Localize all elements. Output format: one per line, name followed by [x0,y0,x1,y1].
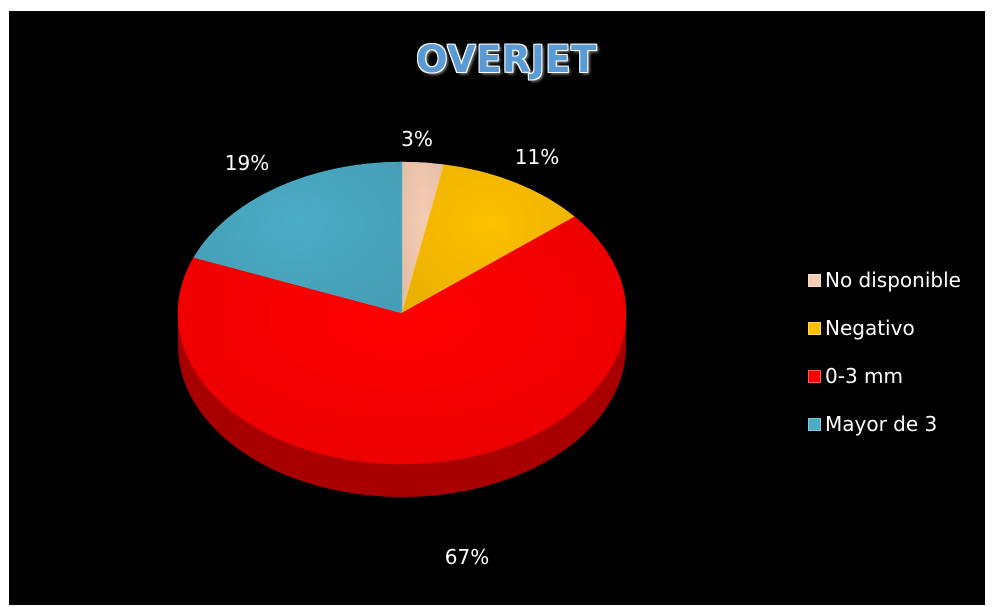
legend-label-negativo: Negativo [825,316,915,340]
legend-label-mayor-de-3: Mayor de 3 [825,412,938,436]
legend-swatch-negativo [808,321,821,335]
pie-slice-mayor-de-3 [193,161,403,314]
legend-swatch-0-3-mm [808,369,821,383]
legend-item-negativo: Negativo [808,316,915,340]
data-label-0-3-mm: 67% [444,545,490,569]
legend-label-0-3-mm: 0-3 mm [825,364,903,388]
legend-item-mayor-de-3: Mayor de 3 [808,412,937,436]
chart-title: OVERJET [416,38,597,81]
legend-label-no-disponible: No disponible [825,268,961,292]
data-label-no-disponible: 3% [401,127,433,151]
legend-swatch-mayor-de-3 [808,417,821,431]
pie-slice-0-3-mm [177,216,627,465]
data-label-negativo: 11% [514,145,560,169]
data-label-mayor-de-3: 19% [224,151,270,175]
legend-item-0-3-mm: 0-3 mm [808,364,903,388]
pie-side-0-3-mm [178,313,626,497]
pie-slice-negativo [401,164,576,314]
legend-item-no-disponible: No disponible [808,268,961,292]
legend-swatch-no-disponible [808,273,821,287]
